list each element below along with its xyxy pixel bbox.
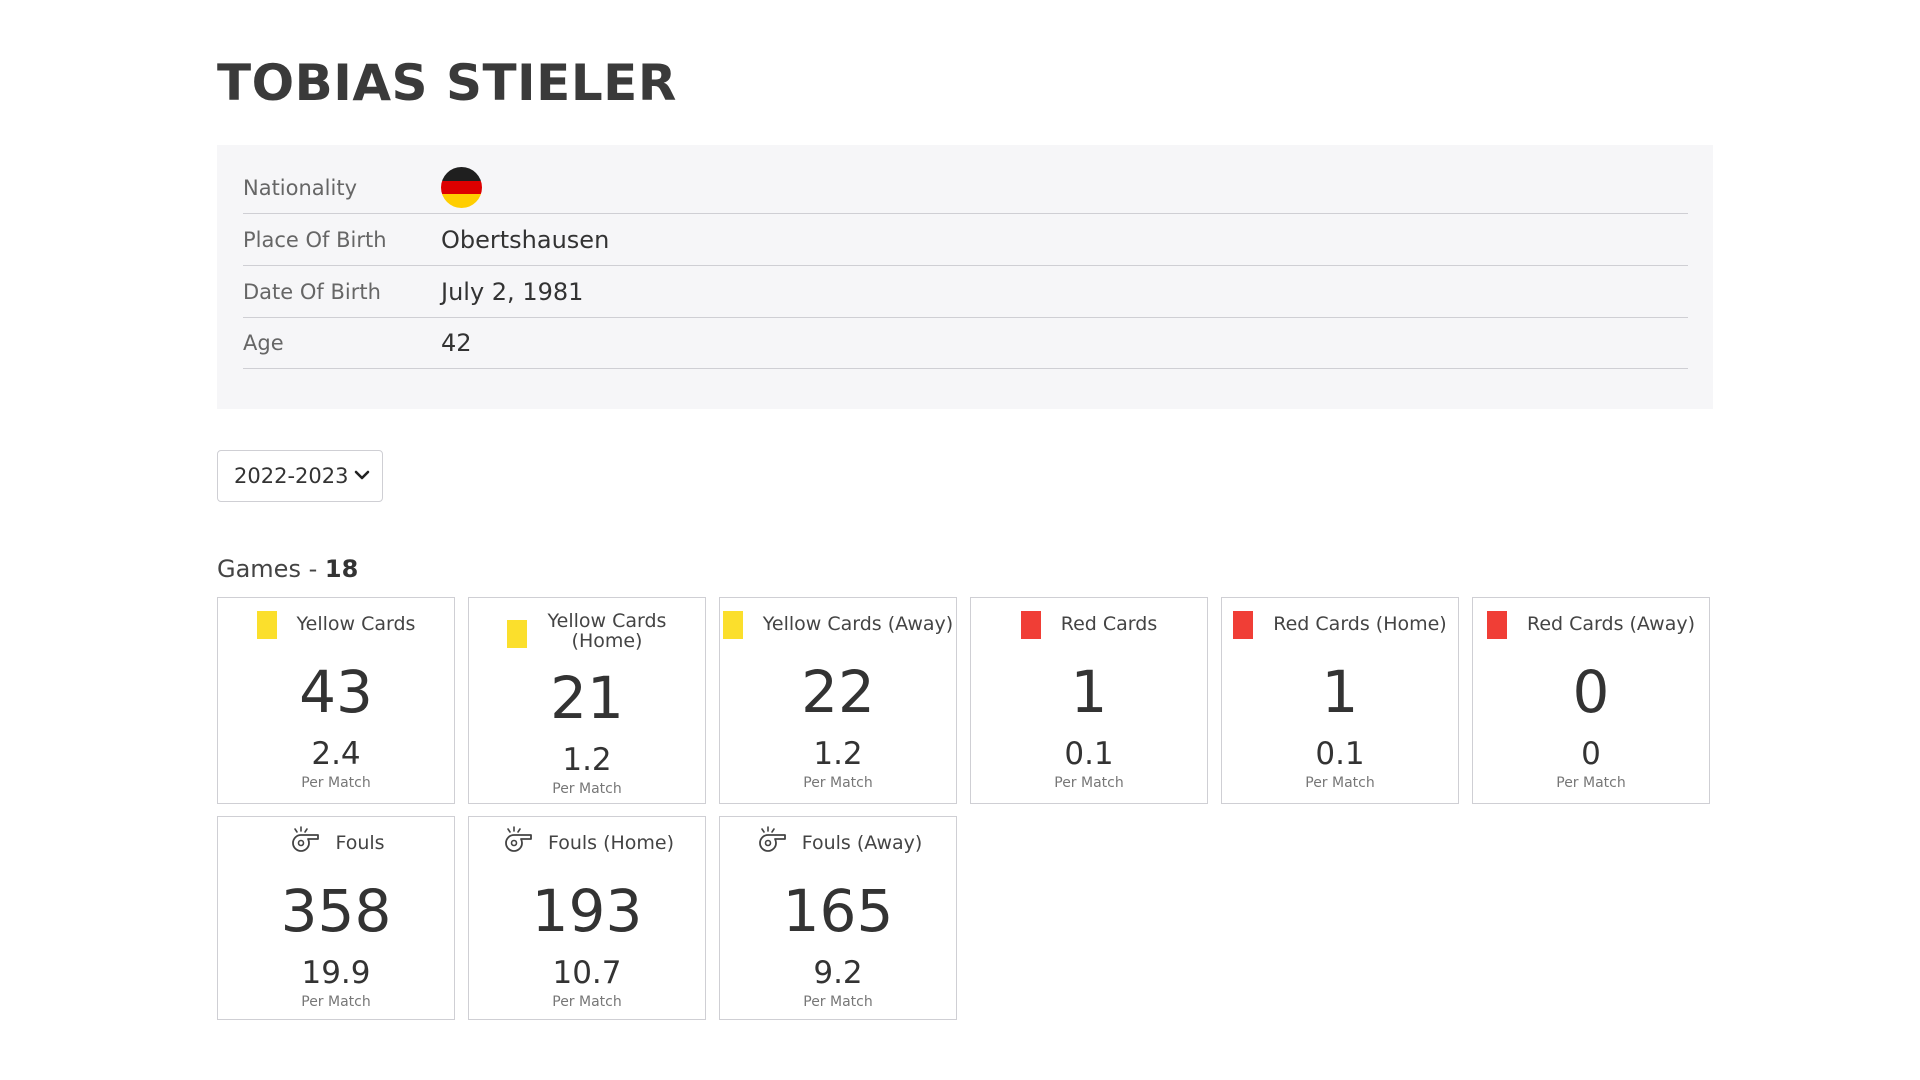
stat-card-fouls: Fouls 358 19.9 Per Match bbox=[217, 816, 455, 1020]
info-label: Age bbox=[243, 330, 284, 355]
card-title: Red Cards bbox=[1060, 613, 1158, 635]
card-per-match-value: 2.4 bbox=[311, 736, 361, 772]
yellow-card-icon bbox=[722, 611, 743, 639]
info-row-place-of-birth: Place Of Birth Obertshausen bbox=[243, 214, 1688, 266]
info-row-date-of-birth: Date Of Birth July 2, 1981 bbox=[243, 266, 1688, 318]
player-info-table: Nationality Place Of Birth Obertshausen … bbox=[217, 145, 1713, 409]
card-total: 21 bbox=[550, 664, 624, 732]
card-per-match-label: Per Match bbox=[803, 994, 873, 1010]
red-card-icon bbox=[1233, 611, 1254, 639]
stat-card-fouls-home: Fouls (Home) 193 10.7 Per Match bbox=[468, 816, 706, 1020]
info-label: Date Of Birth bbox=[243, 279, 381, 304]
games-count: Games - 18 bbox=[217, 555, 358, 583]
whistle-icon bbox=[292, 826, 320, 852]
stat-card-fouls-away: Fouls (Away) 165 9.2 Per Match bbox=[719, 816, 957, 1020]
card-per-match-label: Per Match bbox=[1305, 775, 1375, 791]
stat-card-red-cards-home: Red Cards (Home) 1 0.1 Per Match bbox=[1221, 597, 1459, 804]
card-title: Fouls bbox=[335, 832, 385, 854]
stat-card-yellow-cards: Yellow Cards 43 2.4 Per Match bbox=[217, 597, 455, 804]
card-title: Yellow Cards (Home) bbox=[547, 610, 667, 652]
card-per-match-label: Per Match bbox=[1556, 775, 1626, 791]
card-per-match-value: 0 bbox=[1581, 736, 1601, 772]
germany-flag-icon bbox=[441, 167, 482, 208]
card-title: Fouls (Away) bbox=[801, 832, 923, 854]
card-total: 193 bbox=[531, 877, 643, 945]
season-select[interactable]: 2022-2023 bbox=[217, 450, 383, 502]
card-title: Yellow Cards (Away) bbox=[762, 613, 954, 635]
whistle-icon bbox=[758, 826, 786, 852]
whistle-icon bbox=[505, 826, 532, 852]
card-title: Yellow Cards bbox=[296, 613, 416, 635]
season-select-value: 2022-2023 bbox=[234, 464, 349, 488]
info-row-age: Age 42 bbox=[243, 317, 1688, 369]
card-per-match-label: Per Match bbox=[301, 775, 371, 791]
card-per-match-label: Per Match bbox=[803, 775, 873, 791]
info-value: 42 bbox=[441, 328, 472, 357]
card-total: 1 bbox=[1070, 658, 1108, 726]
card-total: 358 bbox=[280, 877, 392, 945]
card-per-match-value: 1.2 bbox=[562, 742, 612, 778]
card-title: Red Cards (Home) bbox=[1273, 613, 1447, 635]
card-per-match-label: Per Match bbox=[1054, 775, 1124, 791]
info-label: Nationality bbox=[243, 175, 358, 200]
card-total: 22 bbox=[801, 658, 875, 726]
info-value: July 2, 1981 bbox=[441, 277, 584, 306]
games-value: 18 bbox=[324, 555, 359, 583]
info-value: Obertshausen bbox=[441, 225, 610, 254]
card-per-match-label: Per Match bbox=[301, 994, 371, 1010]
stat-card-yellow-cards-away: Yellow Cards (Away) 22 1.2 Per Match bbox=[719, 597, 957, 804]
games-label: Games - bbox=[217, 555, 325, 583]
card-per-match-value: 0.1 bbox=[1315, 736, 1365, 772]
card-per-match-value: 9.2 bbox=[813, 955, 863, 991]
card-total: 43 bbox=[299, 658, 373, 726]
yellow-card-icon bbox=[256, 611, 277, 639]
red-card-icon bbox=[1486, 611, 1507, 639]
info-label: Place Of Birth bbox=[243, 227, 387, 252]
card-per-match-value: 10.7 bbox=[552, 955, 622, 991]
card-per-match-value: 19.9 bbox=[301, 955, 371, 991]
card-title: Fouls (Home) bbox=[547, 832, 675, 854]
card-per-match-label: Per Match bbox=[552, 994, 622, 1010]
card-title: Red Cards (Away) bbox=[1526, 613, 1695, 635]
chevron-down-icon bbox=[354, 470, 370, 480]
card-per-match-label: Per Match bbox=[552, 781, 622, 797]
page-title: TOBIAS STIELER bbox=[217, 54, 677, 112]
card-total: 165 bbox=[782, 877, 894, 945]
stat-card-red-cards-away: Red Cards (Away) 0 0 Per Match bbox=[1472, 597, 1710, 804]
info-row-nationality: Nationality bbox=[243, 162, 1688, 214]
stat-card-yellow-cards-home: Yellow Cards (Home) 21 1.2 Per Match bbox=[468, 597, 706, 804]
card-total: 0 bbox=[1572, 658, 1610, 726]
yellow-card-icon bbox=[507, 620, 527, 648]
red-card-icon bbox=[1020, 611, 1041, 639]
stat-card-red-cards: Red Cards 1 0.1 Per Match bbox=[970, 597, 1208, 804]
card-per-match-value: 1.2 bbox=[813, 736, 863, 772]
card-per-match-value: 0.1 bbox=[1064, 736, 1114, 772]
card-total: 1 bbox=[1321, 658, 1359, 726]
